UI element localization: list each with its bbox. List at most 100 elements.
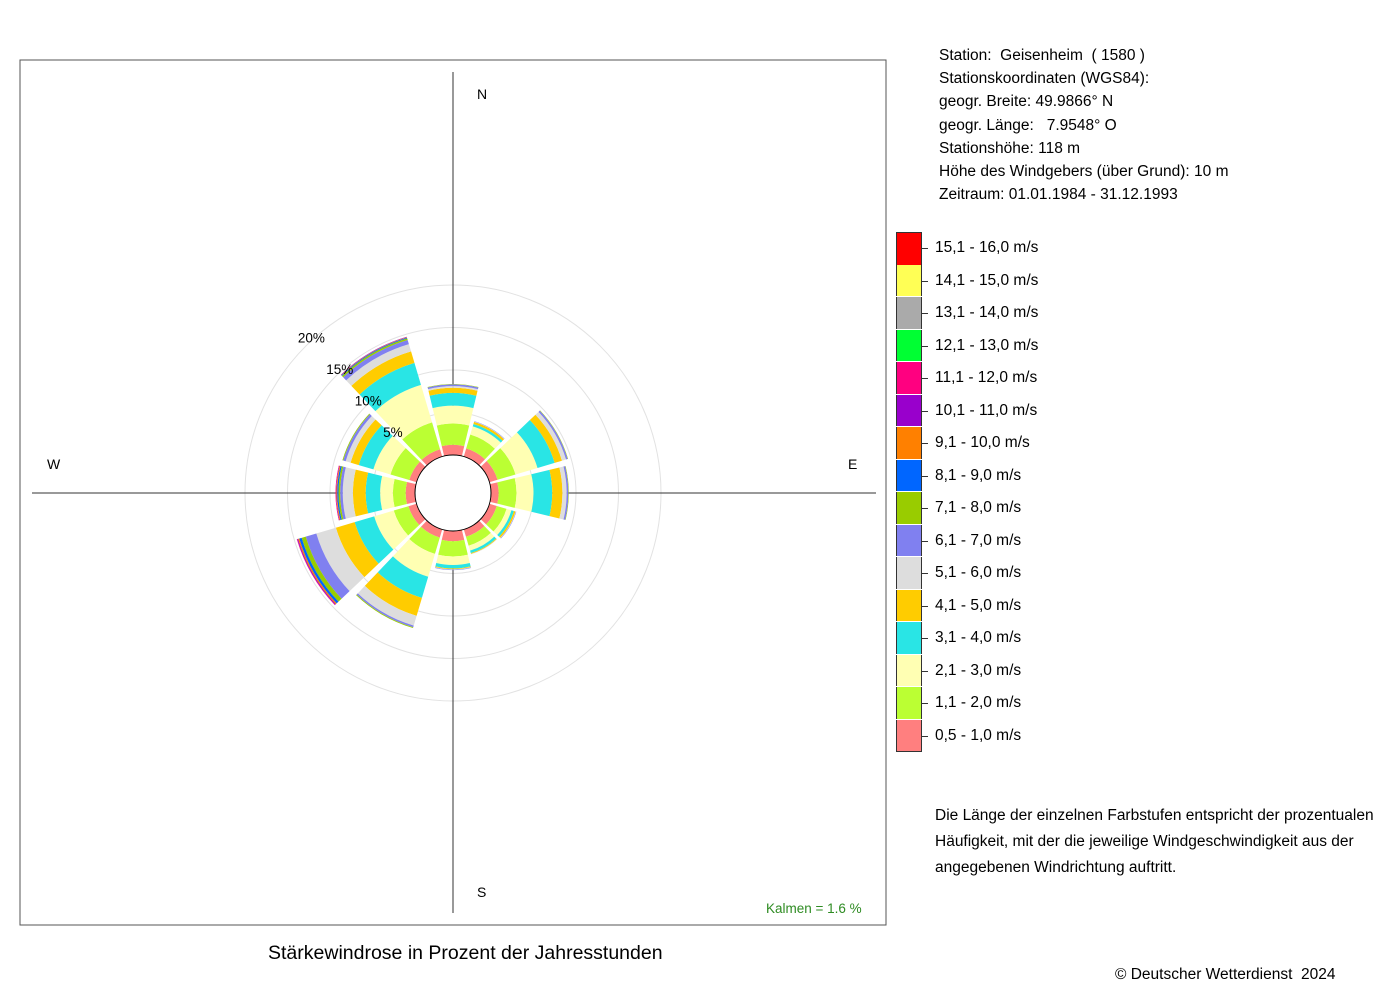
ring-label-20: 20% (298, 330, 325, 345)
sector-90 (489, 465, 569, 521)
sector-270-band-4 (352, 469, 369, 517)
sector-210-band-3 (377, 556, 429, 598)
sector-270-band-10 (335, 465, 340, 521)
sector-270-band-6 (340, 466, 346, 520)
legend-swatch (896, 232, 922, 265)
sector-0-band-5 (428, 386, 478, 391)
sector-180 (435, 529, 471, 571)
sector-330-band-1 (402, 422, 441, 460)
legend-item: 9,1 - 10,0 m/s (896, 427, 1096, 460)
sector-30 (463, 421, 505, 466)
legend-tick (922, 573, 928, 574)
sector-240-band-7 (301, 536, 342, 602)
sector-180-band-1 (438, 539, 468, 557)
legend-label: 13,1 - 14,0 m/s (935, 304, 1039, 321)
sector-90-band-6 (563, 466, 569, 520)
sector-240-band-3 (354, 516, 394, 564)
legend-tick (922, 540, 928, 542)
legend-swatch (896, 394, 922, 426)
legend-item: 3,1 - 4,0 m/s (896, 622, 1096, 655)
legend-tick (922, 313, 928, 314)
sector-0-band-1 (436, 423, 470, 447)
station-name: Station: Geisenheim ( 1580 ) (939, 47, 1145, 64)
sector-90-band-0 (489, 482, 499, 504)
sector-270-band-3 (365, 472, 383, 514)
sector-210-band-6 (356, 593, 414, 628)
sector-300-band-5 (345, 415, 376, 463)
legend-label: 3,1 - 4,0 m/s (935, 629, 1022, 646)
sector-60-band-6 (538, 410, 568, 460)
sector-90-band-5 (559, 466, 567, 520)
wind-rose-chart: N E S W 5% 10% 15% 20% Kalmen = 1.6 % (19, 59, 887, 926)
legend-swatch (896, 687, 922, 719)
legend-tick (922, 378, 928, 379)
ring-label-5: 5% (383, 425, 403, 440)
legend-tick (922, 605, 928, 607)
legend-label: 5,1 - 6,0 m/s (935, 564, 1022, 581)
sector-300-band-1 (390, 448, 420, 481)
sector-270-band-7 (338, 466, 344, 520)
sector-240-band-1 (393, 506, 420, 536)
legend-item: 13,1 - 14,0 m/s (896, 297, 1096, 330)
direction-sectors (296, 336, 569, 629)
sector-90-band-3 (531, 469, 553, 517)
legend-label: 9,1 - 10,0 m/s (935, 434, 1030, 451)
legend-item: 2,1 - 3,0 m/s (896, 654, 1096, 688)
sector-210-band-4 (364, 572, 422, 616)
sector-210-band-1 (409, 526, 440, 554)
ring-label-10: 10% (355, 394, 382, 409)
chart-labels: N E S W 5% 10% 15% 20% Kalmen = 1.6 % (47, 86, 862, 916)
sector-270-band-5 (342, 467, 356, 519)
sector-270-band-8 (337, 465, 342, 521)
sector-90-band-7 (565, 465, 569, 521)
legend-swatch (896, 557, 922, 589)
legend-tick (922, 670, 928, 672)
legend-label: 14,1 - 15,0 m/s (935, 271, 1039, 289)
period: Zeitraum: 01.01.1984 - 31.12.1993 (939, 186, 1178, 204)
legend-tick (922, 280, 928, 282)
explanation-note: Die Länge der einzelnen Farbstufen entsp… (935, 807, 1374, 876)
sector-30-band-0 (463, 448, 486, 466)
speed-legend: 15,1 - 16,0 m/s 14,1 - 15,0 m/s 13,1 - 14,… (896, 232, 1096, 752)
sector-180-band-6 (435, 567, 471, 571)
sector-240-band-2 (374, 510, 409, 550)
sector-240-band-5 (316, 527, 365, 592)
sector-120-band-2 (493, 508, 512, 535)
legend-tick (922, 248, 928, 249)
sector-0-band-3 (429, 392, 477, 409)
sector-30-band-1 (466, 434, 495, 460)
ring-label-15: 15% (326, 362, 353, 377)
legend-swatch (896, 329, 922, 361)
sector-30-band-3 (472, 423, 503, 443)
calm-hole (414, 454, 492, 532)
sector-60-band-2 (500, 432, 538, 475)
sector-300-band-6 (343, 414, 372, 462)
legend-label: 2,1 - 3,0 m/s (935, 661, 1022, 679)
chart-title: Stärkewindrose in Prozent der Jahresstun… (268, 942, 663, 964)
sector-300-band-4 (350, 419, 382, 466)
sector-270-band-1 (392, 478, 407, 508)
legend-tick (922, 703, 928, 704)
legend-label: 10,1 - 11,0 m/s (935, 401, 1038, 419)
legend-tick (922, 508, 928, 509)
sector-60-band-1 (486, 448, 516, 480)
sector-210-band-5 (357, 585, 417, 626)
sector-150-band-1 (465, 526, 491, 546)
calm-circle (414, 454, 492, 532)
compass-n: N (477, 86, 487, 102)
sector-120 (480, 503, 517, 539)
sector-180-band-5 (435, 567, 471, 570)
sector-120-band-0 (480, 503, 497, 525)
legend-tick (922, 638, 928, 639)
sector-0-band-6 (427, 384, 479, 390)
legend-swatch (896, 264, 922, 296)
compass-e: E (848, 456, 857, 472)
legend-swatch (896, 297, 922, 329)
legend-item: 6,1 - 7,0 m/s (896, 524, 1096, 558)
legend-label: 7,1 - 8,0 m/s (935, 499, 1022, 516)
sector-30-band-2 (470, 426, 501, 449)
sector-330-band-5 (346, 344, 412, 386)
frame-border (19, 59, 887, 926)
sector-120-band-1 (486, 505, 507, 532)
sector-0-band-0 (441, 444, 465, 457)
